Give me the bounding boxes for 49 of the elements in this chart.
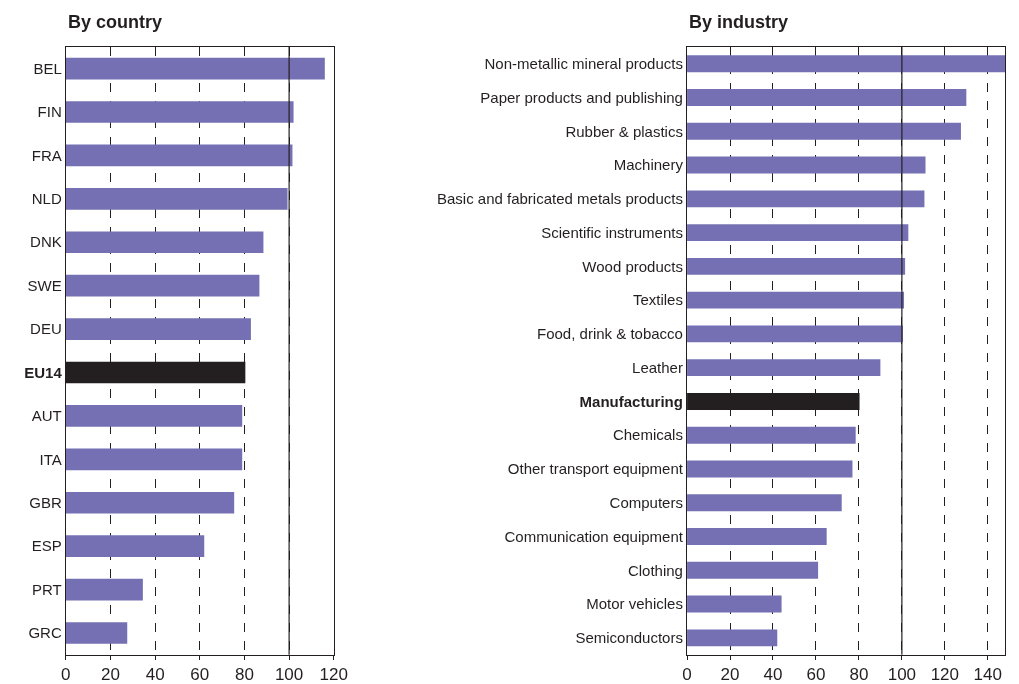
y-tick-label: ITA [39, 450, 62, 468]
y-tick-label: Machinery [613, 156, 684, 174]
y-tick-label: Scientific instruments [541, 223, 683, 241]
y-tick-label: ESP [31, 537, 62, 555]
x-tick-label: 80 [234, 665, 254, 684]
x-tick-label: 100 [274, 665, 304, 684]
y-tick-label: Computers [609, 494, 683, 511]
x-tick-label: 40 [145, 665, 165, 684]
x-tick-label: 120 [319, 665, 348, 684]
y-tick-label: Paper products and publishing [480, 88, 683, 106]
y-tick-label: Chemicals [612, 426, 683, 444]
y-tick-label: Wood products [582, 257, 683, 275]
x-tick-label: 80 [849, 665, 869, 684]
y-tick-label: FRA [31, 146, 62, 164]
x-tick-label: 0 [682, 665, 692, 684]
y-tick-label: Semiconductors [575, 629, 683, 647]
y-tick-label: Basic and fabricated metals products [436, 190, 683, 208]
x-tick-label: 20 [101, 665, 120, 684]
x-tick-label: 140 [973, 665, 1002, 684]
y-tick-label: FIN [37, 103, 62, 121]
y-tick-label: Rubber & plastics [565, 122, 683, 140]
y-tick-label: AUT [31, 407, 62, 425]
x-tick-label: 0 [61, 665, 71, 684]
chart-title: By industry [689, 12, 789, 32]
x-tick-label: 120 [930, 665, 960, 684]
y-tick-label: GRC [28, 624, 62, 642]
y-tick-label: Food, drink & tobacco [537, 325, 683, 343]
y-tick-label: GBR [29, 494, 62, 511]
y-tick-label: Clothing [627, 561, 683, 579]
y-tick-label: SWE [27, 276, 62, 294]
x-tick-label: 100 [887, 665, 917, 684]
y-tick-label: Motor vehicles [586, 595, 683, 613]
x-tick-label: 60 [806, 665, 826, 684]
y-tick-label: PRT [32, 580, 62, 598]
y-tick-label: Other transport equipment [507, 460, 684, 478]
y-tick-label: Manufacturing [579, 392, 683, 410]
x-tick-label: 40 [763, 665, 783, 684]
y-tick-label: Leather [632, 358, 683, 376]
y-tick-label: BEL [33, 59, 62, 77]
y-tick-label: Textiles [632, 291, 683, 309]
y-tick-label: EU14 [24, 363, 63, 381]
x-tick-label: 60 [190, 665, 210, 684]
x-tick-label: 20 [720, 665, 740, 684]
y-tick-label: DEU [30, 320, 62, 338]
y-tick-label: Communication equipment [504, 527, 684, 545]
y-tick-label: DNK [30, 233, 62, 251]
chart-title: By country [68, 12, 163, 32]
y-tick-label: Non-metallic mineral products [484, 54, 683, 72]
y-tick-label: NLD [31, 190, 62, 208]
